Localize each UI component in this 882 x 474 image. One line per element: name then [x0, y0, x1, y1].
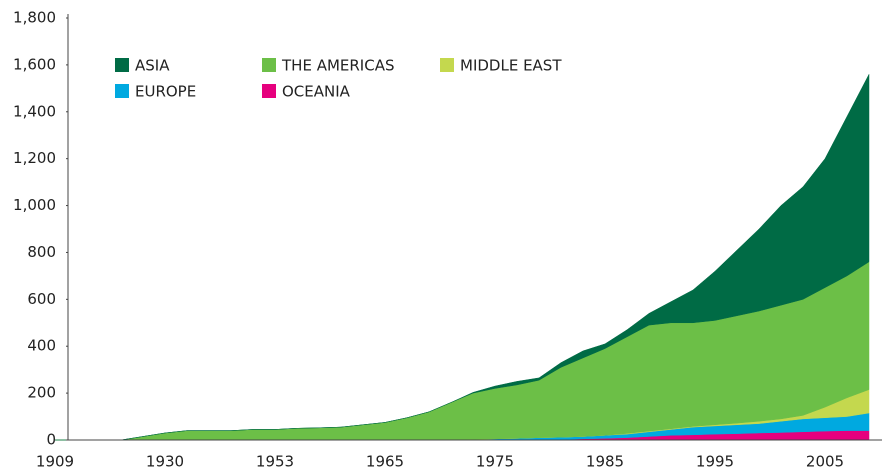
y-tick-label: 200	[27, 384, 56, 402]
y-tick-label: 1,800	[13, 9, 56, 27]
legend-label: ASIA	[135, 57, 170, 75]
legend-label: OCEANIA	[282, 83, 351, 101]
legend-label: EUROPE	[135, 83, 196, 101]
areas	[55, 74, 870, 441]
legend-swatch	[262, 84, 276, 98]
y-tick-label: 0	[46, 431, 56, 449]
legend-label: THE AMERICAS	[281, 57, 394, 75]
legend-swatch	[440, 58, 454, 72]
y-tick-label: 1,400	[13, 102, 56, 120]
legend-swatch	[262, 58, 276, 72]
y-tick-label: 1,200	[13, 149, 56, 167]
x-tick-label: 1930	[146, 453, 184, 471]
legend-swatch	[115, 58, 129, 72]
labels: 0 200 400 600 800 1,000 1,200 1,400 1,600 1,800 19…	[13, 9, 844, 471]
y-tick-label: 400	[27, 337, 56, 355]
x-tick-label: 1975	[476, 453, 514, 471]
x-tick-label: 1909	[36, 453, 74, 471]
y-tick-label: 600	[27, 290, 56, 308]
x-tick-label: 1953	[256, 453, 294, 471]
x-tick-label: 1995	[696, 453, 734, 471]
legend-label: MIDDLE EAST	[460, 57, 562, 75]
area	[55, 74, 870, 441]
legend-swatch	[115, 84, 129, 98]
x-tick-label: 2005	[806, 453, 844, 471]
x-tick-label: 1965	[366, 453, 404, 471]
y-tick-label: 1,000	[13, 196, 56, 214]
y-tick-label: 1,600	[13, 55, 56, 73]
x-tick-label: 1985	[586, 453, 624, 471]
y-tick-label: 800	[27, 243, 56, 261]
